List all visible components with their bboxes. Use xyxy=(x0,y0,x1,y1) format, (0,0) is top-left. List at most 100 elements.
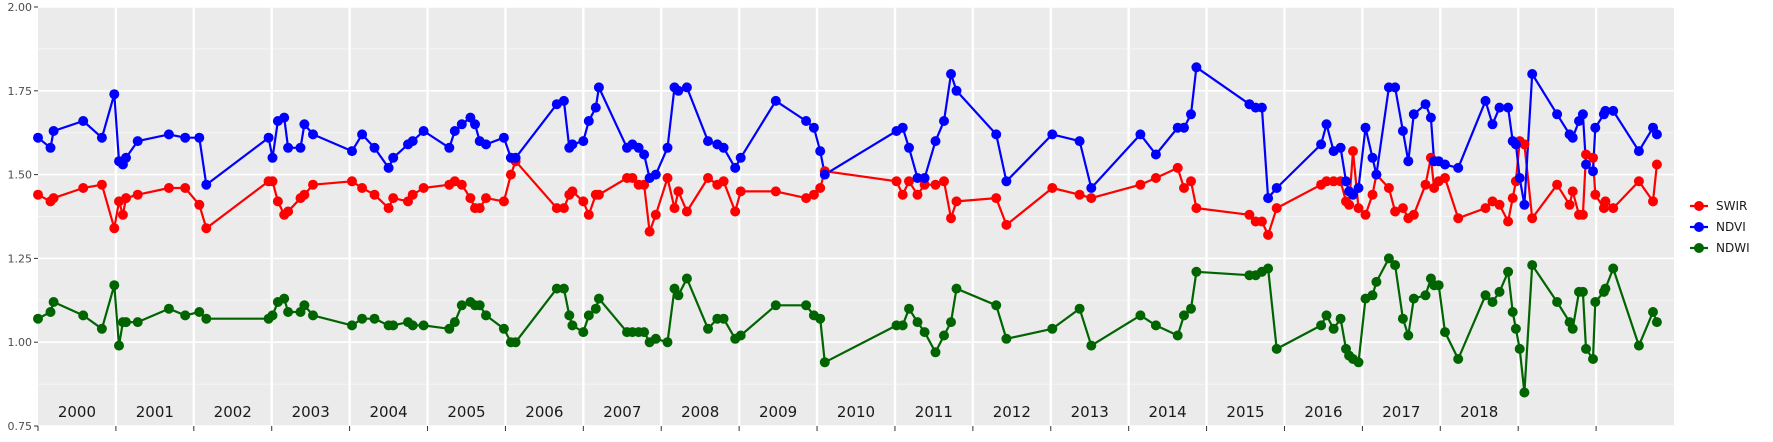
data-point-ndvi xyxy=(1588,166,1598,177)
data-point-ndvi xyxy=(578,136,589,147)
data-point-ndwi xyxy=(1135,310,1146,321)
data-point-ndwi xyxy=(551,283,562,294)
year-label: 2011 xyxy=(915,403,953,421)
x-axis xyxy=(37,426,1597,431)
year-label: 2016 xyxy=(1304,403,1342,421)
data-point-ndvi xyxy=(263,132,274,143)
data-point-ndwi xyxy=(1440,327,1450,338)
data-point-ndwi xyxy=(1367,290,1378,301)
data-point-swir xyxy=(194,199,205,210)
data-point-ndvi xyxy=(1353,183,1364,193)
data-point-swir xyxy=(418,183,429,193)
data-point-ndvi xyxy=(650,169,661,180)
data-point-swir xyxy=(456,179,467,190)
year-labels: 2000 2001 2002 2003 2004 2005 2006 2007 2008 2009… xyxy=(58,403,1498,421)
year-label: 2002 xyxy=(214,403,252,421)
data-point-ndvi xyxy=(1633,146,1644,157)
year-label: 2001 xyxy=(136,403,174,421)
data-point-ndvi xyxy=(808,122,819,133)
data-point-swir xyxy=(481,193,491,204)
data-point-swir xyxy=(1328,176,1339,187)
data-point-ndwi xyxy=(1086,340,1097,351)
y-tick-label: 1.25 xyxy=(8,252,33,265)
data-point-ndvi xyxy=(1341,176,1351,187)
data-point-ndwi xyxy=(1321,310,1332,321)
data-point-ndwi xyxy=(267,310,278,321)
data-point-ndwi xyxy=(930,347,941,358)
data-point-swir xyxy=(1397,203,1408,214)
data-point-ndvi xyxy=(407,136,418,147)
legend-swatch-point xyxy=(1694,201,1704,211)
data-point-ndwi xyxy=(444,323,455,334)
data-point-swir xyxy=(347,176,357,187)
data-point-swir xyxy=(1552,179,1563,190)
data-point-swir xyxy=(904,176,914,187)
data-point-ndvi xyxy=(1425,112,1436,123)
data-point-ndvi xyxy=(1608,105,1619,116)
year-label: 2018 xyxy=(1460,403,1498,421)
data-point-ndwi xyxy=(1403,330,1414,341)
data-point-ndvi xyxy=(770,95,781,106)
data-point-ndvi xyxy=(1150,149,1161,160)
data-point-ndwi xyxy=(1353,357,1364,368)
data-point-ndvi xyxy=(121,152,131,163)
year-label: 2008 xyxy=(681,403,719,421)
data-point-ndwi xyxy=(1480,290,1491,301)
data-point-ndwi xyxy=(583,310,594,321)
data-point-ndvi xyxy=(897,122,908,133)
data-point-ndwi xyxy=(109,280,120,291)
data-point-ndvi xyxy=(1581,159,1591,170)
data-point-ndvi xyxy=(308,129,318,140)
data-point-swir xyxy=(1408,209,1419,220)
data-point-swir xyxy=(1256,216,1267,227)
data-point-ndvi xyxy=(1600,105,1611,116)
y-tick-label: 0.75 xyxy=(8,420,33,433)
year-label: 2013 xyxy=(1071,403,1109,421)
data-point-ndwi xyxy=(1179,310,1189,321)
data-point-swir xyxy=(1086,193,1097,204)
data-point-swir xyxy=(1390,206,1401,217)
data-point-ndwi xyxy=(194,307,205,317)
data-point-swir xyxy=(1519,139,1530,150)
data-point-ndvi xyxy=(163,129,174,140)
data-point-ndwi xyxy=(1503,266,1514,277)
data-point-ndwi xyxy=(578,327,589,338)
year-label: 2005 xyxy=(447,403,485,421)
data-point-ndwi xyxy=(662,337,673,348)
y-axis: 0.75 1.00 1.25 1.50 1.75 2.00 xyxy=(8,1,38,433)
data-point-swir xyxy=(567,186,578,197)
data-point-ndvi xyxy=(1086,183,1097,193)
data-point-swir xyxy=(593,189,604,200)
data-point-swir xyxy=(388,193,399,204)
data-point-ndvi xyxy=(946,69,956,79)
data-point-swir xyxy=(639,179,650,190)
year-label: 2003 xyxy=(292,403,330,421)
legend: SWIR NDVI NDWI xyxy=(1690,199,1750,255)
data-point-ndvi xyxy=(1271,183,1282,193)
data-point-ndvi xyxy=(673,85,684,96)
data-point-swir xyxy=(578,196,589,207)
data-point-swir xyxy=(1172,162,1183,173)
data-point-ndvi xyxy=(1494,102,1505,113)
data-point-ndwi xyxy=(639,327,650,338)
legend-label: NDVI xyxy=(1716,220,1746,234)
data-point-ndwi xyxy=(510,337,521,348)
data-point-ndwi xyxy=(650,333,661,344)
data-point-ndvi xyxy=(388,152,399,163)
data-point-swir xyxy=(474,203,485,214)
data-point-ndwi xyxy=(48,297,59,307)
data-point-ndvi xyxy=(1256,102,1267,113)
data-point-swir xyxy=(1648,196,1658,207)
data-point-ndwi xyxy=(1191,266,1202,277)
data-point-ndwi xyxy=(369,313,380,324)
data-point-ndwi xyxy=(449,317,460,328)
data-point-ndwi xyxy=(1487,297,1498,307)
data-point-swir xyxy=(1348,146,1358,157)
data-point-swir xyxy=(33,189,43,200)
legend-label: SWIR xyxy=(1716,199,1747,213)
data-point-ndwi xyxy=(347,320,357,331)
data-point-ndvi xyxy=(1360,122,1371,133)
data-point-ndvi xyxy=(1001,176,1012,187)
data-point-ndvi xyxy=(481,139,491,150)
